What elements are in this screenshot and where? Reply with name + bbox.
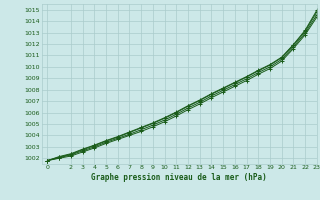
X-axis label: Graphe pression niveau de la mer (hPa): Graphe pression niveau de la mer (hPa) (91, 173, 267, 182)
